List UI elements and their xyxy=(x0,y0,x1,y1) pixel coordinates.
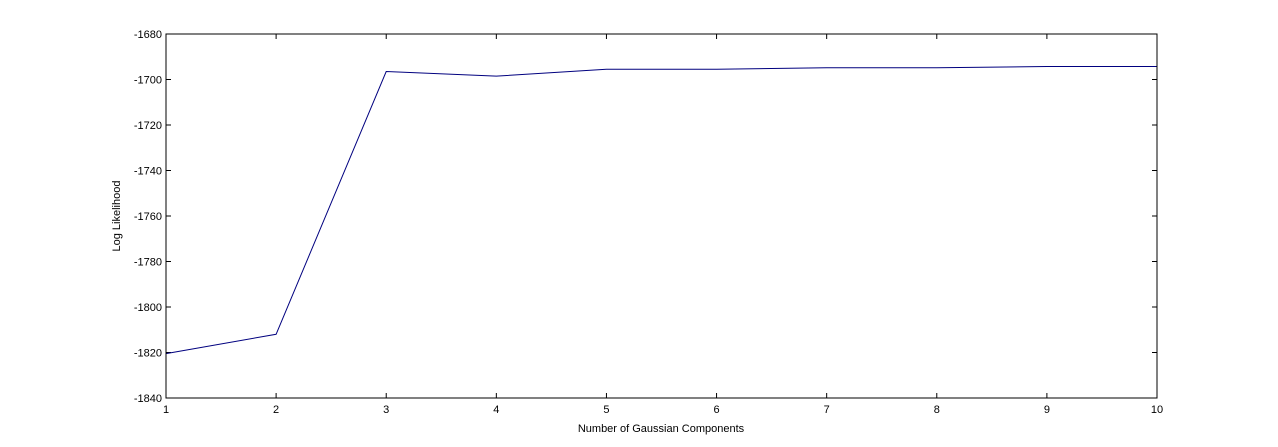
x-tick-label: 5 xyxy=(603,404,609,416)
x-tick-label: 8 xyxy=(934,404,940,416)
x-tick-label: 6 xyxy=(713,404,719,416)
plot-area xyxy=(166,34,1157,398)
x-tick-label: 3 xyxy=(383,404,389,416)
x-tick-label: 2 xyxy=(273,404,279,416)
y-axis-title: Log Likelihood xyxy=(111,181,123,252)
x-tick-label: 4 xyxy=(493,404,499,416)
y-tick-label: -1780 xyxy=(134,257,162,269)
y-tick-label: -1800 xyxy=(134,302,162,314)
y-tick-label: -1700 xyxy=(134,75,162,87)
y-tick-label: -1680 xyxy=(134,29,162,41)
y-tick-label: -1740 xyxy=(134,166,162,178)
x-tick-label: 9 xyxy=(1044,404,1050,416)
y-tick-label: -1760 xyxy=(134,211,162,223)
plot-frame xyxy=(165,33,1158,399)
x-axis-title: Number of Gaussian Components xyxy=(578,423,745,435)
x-tick-label: 7 xyxy=(824,404,830,416)
y-tick-label: -1820 xyxy=(134,348,162,360)
series-line xyxy=(165,66,1157,355)
y-tick-label: -1720 xyxy=(134,120,162,132)
y-tick-label: -1840 xyxy=(134,393,162,405)
x-tick-label: 10 xyxy=(1151,404,1163,416)
x-tick-label: 1 xyxy=(163,404,169,416)
